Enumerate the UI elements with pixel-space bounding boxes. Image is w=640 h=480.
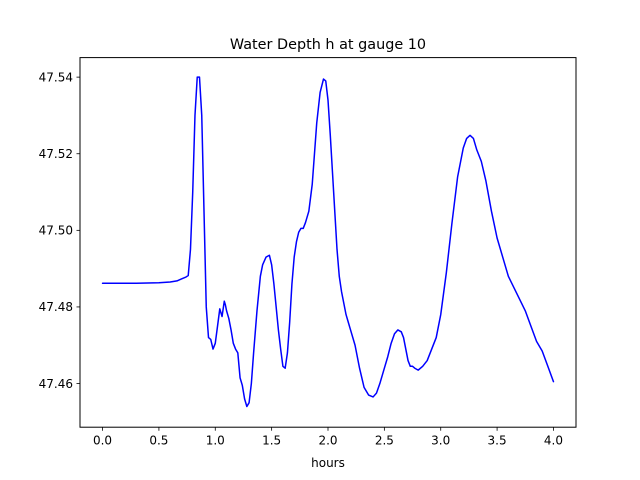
x-tick-label: 0.0 bbox=[93, 434, 112, 448]
plot-line-layer bbox=[101, 76, 555, 408]
x-tick-label: 1.5 bbox=[262, 434, 281, 448]
chart-title: Water Depth h at gauge 10 bbox=[230, 37, 426, 53]
x-tick-label: 3.0 bbox=[431, 434, 450, 448]
x-tick-label: 2.5 bbox=[375, 434, 394, 448]
y-tick-label: 47.48 bbox=[39, 300, 73, 314]
y-tick-label: 47.52 bbox=[39, 147, 73, 161]
x-tick-label: 0.5 bbox=[149, 434, 168, 448]
x-tick-label: 1.0 bbox=[206, 434, 225, 448]
y-tick-label: 47.46 bbox=[39, 377, 73, 391]
y-tick-label: 47.54 bbox=[39, 70, 73, 84]
series-line-0 bbox=[101, 76, 555, 408]
x-tick-label: 2.0 bbox=[318, 434, 337, 448]
x-tick-label: 4.0 bbox=[544, 434, 563, 448]
x-axis-label: hours bbox=[311, 456, 345, 470]
plot-frame bbox=[79, 57, 577, 428]
y-axis-ticks: 47.46 47.48 47.50 47.52 47.54 bbox=[39, 70, 80, 391]
y-tick-label: 47.50 bbox=[39, 224, 73, 238]
x-axis-ticks: 0.0 0.5 1.0 1.5 2.0 2.5 3.0 3.5 4.0 bbox=[93, 427, 563, 448]
x-tick-label: 3.5 bbox=[488, 434, 507, 448]
